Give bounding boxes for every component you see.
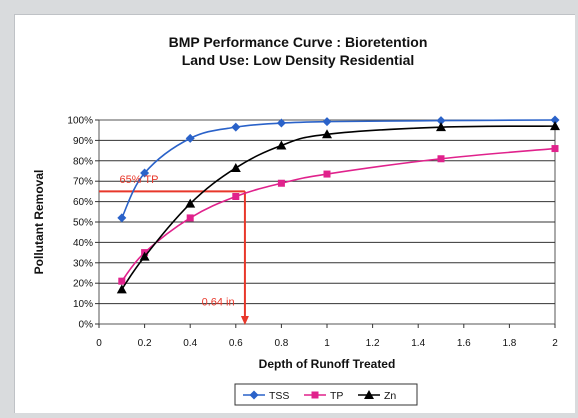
tick-label-x: 1.8	[502, 338, 516, 349]
tick-label-x: 2	[552, 338, 558, 349]
series-zn	[116, 121, 560, 294]
data-point-triangle	[116, 284, 127, 294]
data-point-triangle	[364, 390, 374, 399]
data-point-square	[551, 145, 559, 153]
tick-label-x: 1.4	[411, 338, 425, 349]
data-point-triangle	[322, 129, 332, 139]
data-point-triangle	[230, 162, 241, 172]
chart-svg: BMP Performance Curve : Bioretention Lan…	[32, 34, 560, 406]
data-point-diamond	[249, 390, 259, 400]
tick-label-y: 80%	[73, 156, 93, 167]
data-point-diamond	[140, 168, 150, 178]
legend: TSS TP Zn	[234, 383, 418, 406]
data-point-triangle	[276, 140, 287, 150]
data-point-diamond	[231, 122, 241, 132]
annotation-layer: 65% TP 0.64 in	[120, 174, 235, 308]
tick-label-y: 10%	[73, 299, 93, 310]
tick-label-y: 50%	[73, 218, 93, 229]
series-tss	[117, 115, 560, 223]
grid-layer	[99, 139, 555, 305]
tick-label-y: 20%	[73, 279, 93, 290]
data-point-diamond	[117, 213, 127, 223]
data-point-diamond	[322, 117, 332, 127]
tick-label-y: 0%	[79, 320, 94, 331]
x-axis-label: Depth of Runoff Treated	[259, 357, 396, 371]
legend-item-zn: Zn	[358, 390, 396, 402]
annotation-label: 0.64 in	[202, 297, 235, 309]
tick-label-x: 0.2	[138, 338, 152, 349]
tick-label-x: 0.4	[183, 338, 197, 349]
tick-label-x: 1	[324, 338, 330, 349]
data-point-diamond	[276, 118, 286, 128]
data-point-triangle	[139, 251, 150, 261]
data-point-square	[437, 155, 445, 163]
chart-frame: BMP Performance Curve : Bioretention Lan…	[14, 14, 575, 413]
legend-item-tss: TSS	[243, 390, 289, 402]
y-axis-label: Pollutant Removal	[32, 170, 46, 275]
chart-title: BMP Performance Curve : Bioretention	[169, 34, 428, 50]
reference-arrowhead	[240, 316, 249, 325]
legend-item-tp: TP	[304, 390, 343, 402]
tick-label-x: 0	[96, 338, 102, 349]
chart-subtitle: Land Use: Low Density Residential	[182, 52, 415, 68]
data-point-triangle	[550, 121, 560, 131]
data-point-square	[311, 391, 319, 399]
axis-layer: 0% 10% 20% 30% 40% 50% 60% 70% 80% 90% 100% 0 0.2 0.4…	[67, 116, 558, 350]
data-point-diamond	[436, 116, 446, 126]
tick-label-x: 1.6	[457, 338, 471, 349]
reference-lines	[99, 190, 249, 325]
tick-label-y: 90%	[73, 136, 93, 147]
data-point-diamond	[550, 115, 560, 125]
tick-label-x: 1.2	[366, 338, 380, 349]
tick-label-x: 0.6	[229, 338, 243, 349]
series-layer	[116, 115, 560, 294]
data-point-square	[186, 214, 194, 222]
data-point-triangle	[185, 198, 196, 208]
annotation-label: 65% TP	[120, 174, 159, 186]
data-point-triangle	[436, 122, 446, 132]
data-point-square	[323, 170, 331, 178]
tick-label-y: 100%	[67, 116, 93, 127]
tick-label-x: 0.8	[274, 338, 288, 349]
tick-label-y: 40%	[73, 238, 93, 249]
tick-label-y: 30%	[73, 258, 93, 269]
tick-label-y: 60%	[73, 197, 93, 208]
legend-label: TSS	[269, 390, 289, 402]
legend-label: Zn	[384, 390, 396, 402]
data-point-diamond	[185, 133, 195, 143]
legend-label: TP	[330, 390, 343, 402]
data-point-square	[118, 277, 126, 285]
data-point-square	[232, 193, 240, 200]
tick-label-y: 70%	[73, 177, 93, 188]
data-point-square	[277, 179, 285, 187]
